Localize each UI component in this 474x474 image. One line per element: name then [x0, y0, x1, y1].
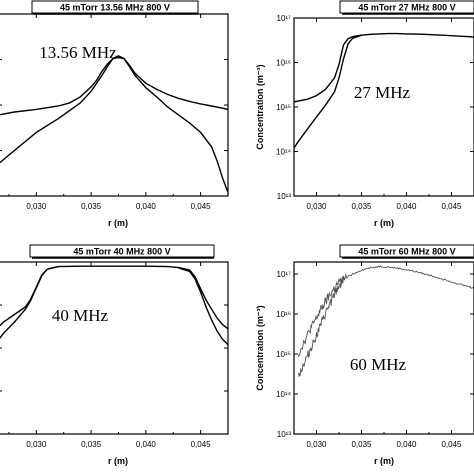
series-line-2 [298, 277, 344, 377]
x-tick-label: 0,030 [26, 202, 47, 211]
x-tick-label: 0,035 [351, 440, 372, 449]
y-tick-label: 10¹⁶ [276, 59, 291, 68]
x-tick-label: 0,045 [441, 440, 462, 449]
y-tick-label: 10¹⁷ [277, 270, 292, 279]
series-line-2 [0, 55, 228, 193]
panel-header: 45 mTorr 27 MHz 800 V [358, 3, 455, 13]
x-tick-label: 0,040 [136, 440, 157, 449]
y-tick-label: 10¹⁷ [277, 14, 292, 23]
x-axis-label: r (m) [108, 218, 128, 228]
header-box [339, 244, 474, 258]
frequency-annotation: 60 MHz [350, 355, 407, 374]
frequency-annotation: 13.56 MHz [39, 43, 117, 62]
x-axis-label: r (m) [374, 218, 394, 228]
header-box [31, 0, 199, 14]
x-tick-label: 0,040 [396, 202, 417, 211]
series-line-1 [294, 32, 474, 103]
y-tick-label: 10¹⁴ [276, 148, 292, 157]
chart-panel-3: 45 mTorr 40 MHz 800 V 0,030 0,035 0,040 0,04… [0, 244, 229, 466]
y-axis-label: Concentration (m⁻³) [255, 64, 265, 149]
y-tick-label: 10¹⁵ [276, 103, 291, 112]
y-tick-label: 10¹⁵ [276, 350, 291, 359]
x-tick-label: 0,045 [191, 202, 212, 211]
x-tick-label: 0,040 [136, 202, 157, 211]
y-axis-label: Concentration (m⁻³) [255, 305, 265, 390]
x-tick-label: 0,030 [306, 440, 327, 449]
x-axis-label: r (m) [374, 456, 394, 466]
chart-panel-4: 45 mTorr 60 MHz 800 V 0,030 0,035 0,040 0,04… [255, 244, 474, 466]
x-tick-label: 0,035 [81, 202, 102, 211]
frequency-annotation: 27 MHz [354, 83, 411, 102]
header-box [339, 0, 474, 14]
series-line-2 [294, 34, 362, 149]
y-tick-label: 10¹³ [277, 192, 292, 201]
x-tick-label: 0,045 [191, 440, 212, 449]
series-line-1 [298, 265, 474, 357]
y-tick-label: 10¹³ [277, 430, 292, 439]
x-tick-label: 0,040 [396, 440, 417, 449]
x-tick-label: 0,030 [306, 202, 327, 211]
series-line-2 [0, 265, 59, 339]
x-tick-label: 0,035 [81, 440, 102, 449]
x-axis-label: r (m) [108, 456, 128, 466]
x-tick-label: 0,035 [351, 202, 372, 211]
chart-panel-1: 45 mTorr 13.56 MHz 800 V 0,030 0,035 0,040 0… [0, 0, 229, 228]
x-tick-label: 0,030 [26, 440, 47, 449]
plot-frame [0, 261, 229, 435]
plot-frame [293, 261, 474, 435]
x-tick-label: 0,045 [441, 202, 462, 211]
panel-header: 45 mTorr 13.56 MHz 800 V [60, 3, 170, 13]
chart-panel-2: 45 mTorr 27 MHz 800 V 0,030 0,035 0,040 0,04… [255, 0, 474, 228]
y-tick-label: 10¹⁴ [276, 390, 292, 399]
plot-frame [0, 13, 229, 197]
series-line-1 [0, 56, 228, 116]
series-line-1 [0, 265, 228, 330]
plot-frame [293, 17, 474, 197]
frequency-annotation: 40 MHz [52, 306, 109, 325]
y-tick-label: 10¹⁶ [276, 310, 291, 319]
panel-header: 45 mTorr 60 MHz 800 V [358, 247, 455, 257]
series-line-3 [178, 267, 228, 346]
panel-header: 45 mTorr 40 MHz 800 V [73, 247, 170, 257]
header-box [29, 244, 215, 258]
